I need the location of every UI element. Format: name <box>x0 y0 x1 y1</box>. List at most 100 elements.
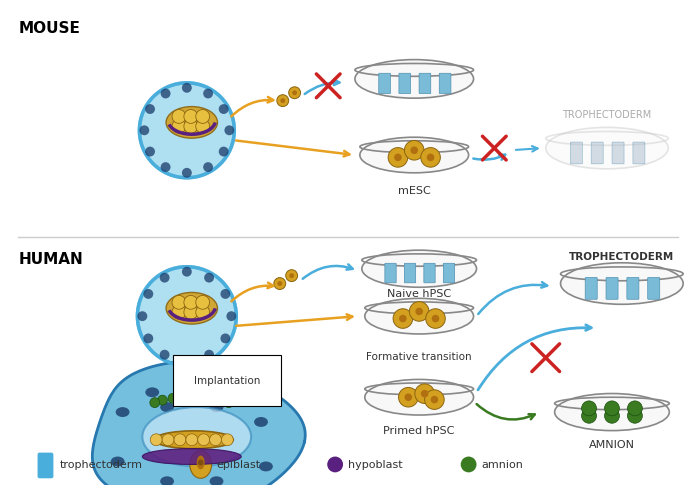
Circle shape <box>137 311 148 322</box>
Circle shape <box>209 434 221 446</box>
Circle shape <box>182 168 192 179</box>
FancyBboxPatch shape <box>38 453 54 478</box>
Circle shape <box>172 305 186 320</box>
Ellipse shape <box>197 456 205 469</box>
Circle shape <box>426 309 445 328</box>
Circle shape <box>404 141 424 161</box>
Circle shape <box>157 395 167 405</box>
Text: Primed hPSC: Primed hPSC <box>383 425 455 435</box>
Circle shape <box>143 289 153 299</box>
Ellipse shape <box>166 293 217 325</box>
Polygon shape <box>93 361 306 488</box>
Circle shape <box>198 434 209 446</box>
Circle shape <box>582 401 596 416</box>
Ellipse shape <box>555 394 670 431</box>
Circle shape <box>196 296 209 309</box>
Circle shape <box>182 267 192 277</box>
Text: Naive hPSC: Naive hPSC <box>387 289 451 299</box>
Ellipse shape <box>143 407 251 467</box>
Circle shape <box>461 457 477 472</box>
Circle shape <box>388 148 408 168</box>
Circle shape <box>143 334 153 344</box>
Circle shape <box>221 334 230 344</box>
Circle shape <box>277 96 289 107</box>
Circle shape <box>172 120 186 134</box>
Circle shape <box>289 88 301 100</box>
Circle shape <box>431 396 438 404</box>
Ellipse shape <box>111 457 125 467</box>
Ellipse shape <box>209 476 223 486</box>
FancyBboxPatch shape <box>606 278 618 300</box>
Text: Implantation: Implantation <box>193 376 260 386</box>
Circle shape <box>150 398 160 408</box>
Ellipse shape <box>259 462 273 471</box>
Circle shape <box>219 147 228 157</box>
Circle shape <box>206 393 216 404</box>
Circle shape <box>182 83 192 94</box>
Circle shape <box>628 401 642 416</box>
Text: TROPHECTODERM: TROPHECTODERM <box>562 109 651 119</box>
Text: hypoblast: hypoblast <box>348 460 402 469</box>
Circle shape <box>224 398 234 408</box>
FancyBboxPatch shape <box>379 74 390 94</box>
Circle shape <box>399 315 406 323</box>
Ellipse shape <box>209 402 223 412</box>
Circle shape <box>409 302 429 322</box>
FancyBboxPatch shape <box>443 264 454 283</box>
Circle shape <box>184 110 198 124</box>
Circle shape <box>196 120 209 134</box>
Text: epiblast: epiblast <box>216 460 260 469</box>
Circle shape <box>394 154 402 162</box>
Circle shape <box>221 289 230 299</box>
Circle shape <box>203 163 213 173</box>
Ellipse shape <box>116 407 129 417</box>
Circle shape <box>184 120 198 134</box>
Ellipse shape <box>362 251 477 287</box>
FancyBboxPatch shape <box>627 278 639 300</box>
Ellipse shape <box>143 449 242 465</box>
Ellipse shape <box>155 431 233 449</box>
FancyBboxPatch shape <box>570 143 583 164</box>
Circle shape <box>196 110 209 124</box>
Circle shape <box>628 408 642 424</box>
Ellipse shape <box>355 61 473 99</box>
FancyBboxPatch shape <box>439 74 451 94</box>
Circle shape <box>204 350 214 360</box>
FancyBboxPatch shape <box>399 74 411 94</box>
Circle shape <box>184 305 198 320</box>
Circle shape <box>139 126 149 136</box>
Circle shape <box>582 408 596 424</box>
Circle shape <box>186 434 198 446</box>
Ellipse shape <box>160 476 174 486</box>
Circle shape <box>184 296 198 309</box>
Ellipse shape <box>166 107 217 139</box>
Circle shape <box>221 434 233 446</box>
Circle shape <box>277 282 283 286</box>
Circle shape <box>159 273 170 283</box>
Text: AMNION: AMNION <box>589 439 635 449</box>
Circle shape <box>274 278 286 290</box>
Circle shape <box>145 147 155 157</box>
Circle shape <box>145 105 155 115</box>
Circle shape <box>204 273 214 283</box>
Ellipse shape <box>224 387 238 397</box>
Ellipse shape <box>145 387 159 397</box>
Text: mESC: mESC <box>398 185 431 195</box>
Circle shape <box>226 311 236 322</box>
Circle shape <box>280 99 285 104</box>
Circle shape <box>416 308 423 316</box>
Circle shape <box>168 393 178 404</box>
FancyBboxPatch shape <box>591 143 603 164</box>
Circle shape <box>198 460 204 466</box>
Circle shape <box>286 270 298 282</box>
Text: TROPHECTODERM: TROPHECTODERM <box>569 251 674 262</box>
Ellipse shape <box>185 378 199 387</box>
Circle shape <box>162 434 174 446</box>
FancyBboxPatch shape <box>612 143 624 164</box>
Circle shape <box>292 91 297 96</box>
Text: HUMAN: HUMAN <box>19 251 84 266</box>
Circle shape <box>224 126 235 136</box>
Circle shape <box>203 89 213 99</box>
Circle shape <box>161 163 171 173</box>
Circle shape <box>421 390 429 398</box>
